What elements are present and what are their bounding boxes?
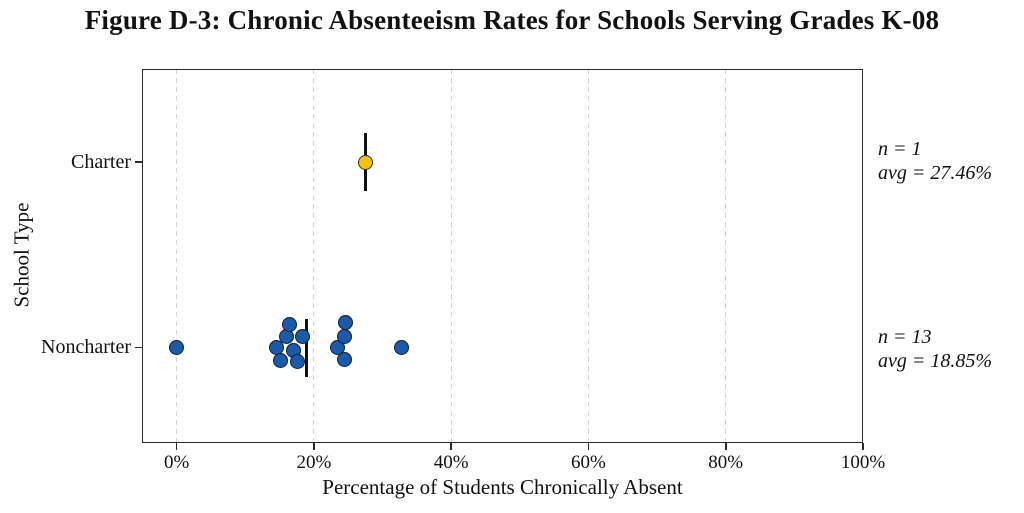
y-axis-title: School Type <box>9 202 34 308</box>
gridline-60 <box>587 69 589 443</box>
annotation-charter-avg: avg = 27.46% <box>878 162 993 184</box>
x-tick-mark-20 <box>313 443 315 450</box>
x-tick-mark-0 <box>175 443 178 450</box>
data-point-noncharter <box>282 317 298 333</box>
x-tick-mark-80 <box>724 443 727 450</box>
data-point-noncharter <box>336 352 352 368</box>
gridline-80 <box>725 69 727 443</box>
y-tick-mark-noncharter <box>135 346 142 349</box>
data-point-noncharter <box>394 340 410 356</box>
x-tick-label-60: 60% <box>571 452 606 473</box>
x-tick-label-80: 80% <box>708 452 744 473</box>
annotation-noncharter: n = 13 avg = 18.85% <box>878 325 992 373</box>
data-point-noncharter <box>336 329 352 345</box>
x-tick-mark-60 <box>587 443 590 450</box>
gridline-40 <box>450 69 452 443</box>
chart-title: Figure D-3: Chronic Absenteeism Rates fo… <box>84 5 940 35</box>
x-axis-title: Percentage of Students Chronically Absen… <box>322 475 683 499</box>
data-point-noncharter <box>337 315 353 331</box>
x-tick-label-20: 20% <box>296 452 332 473</box>
data-point-noncharter <box>289 354 305 370</box>
gridline-0 <box>176 69 178 443</box>
data-point-noncharter <box>273 353 289 369</box>
annotation-noncharter-n: n = 13 <box>878 326 932 348</box>
data-point-noncharter <box>294 329 310 345</box>
annotation-noncharter-avg: avg = 18.85% <box>878 350 993 372</box>
x-tick-label-100: 100% <box>840 452 886 473</box>
annotation-charter-n: n = 1 <box>878 138 922 160</box>
y-tick-mark-charter <box>135 161 142 163</box>
mean-line-noncharter <box>304 318 308 377</box>
x-tick-mark-40 <box>450 443 452 450</box>
plot-area <box>142 69 863 443</box>
data-point-noncharter <box>169 340 185 356</box>
annotation-charter: n = 1 avg = 27.46% <box>878 137 992 185</box>
category-label-charter: Charter <box>71 151 131 173</box>
x-tick-mark-100 <box>862 443 864 450</box>
category-label-noncharter: Noncharter <box>41 336 131 358</box>
x-tick-label-40: 40% <box>433 452 469 473</box>
x-tick-label-0: 0% <box>163 452 190 473</box>
data-point-charter <box>357 154 373 170</box>
gridline-20 <box>313 69 315 443</box>
